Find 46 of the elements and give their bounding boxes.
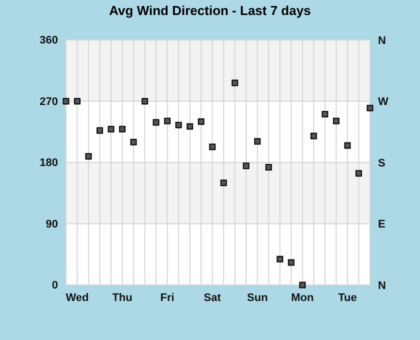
point [220, 180, 227, 186]
y-tick-label: 270 [40, 96, 58, 108]
point [232, 80, 238, 86]
x-tick-label: Wed [66, 292, 89, 304]
point [108, 126, 114, 132]
text: S [378, 157, 386, 170]
chart-title: Avg Wind Direction - Last 7 days [109, 3, 311, 18]
point [198, 118, 204, 125]
y-tick-label: 180 [40, 157, 58, 170]
x-tick-label: Thu [112, 292, 132, 304]
point [288, 259, 294, 266]
point [96, 127, 104, 134]
x-tick-label: Fri [160, 292, 174, 304]
point [209, 144, 216, 150]
point [164, 118, 171, 124]
x-tick-label: Sat [204, 292, 222, 304]
point [332, 118, 340, 124]
text: E [378, 218, 386, 231]
y-tick-label: 360 [40, 34, 58, 47]
point [142, 98, 148, 104]
point [62, 98, 70, 104]
point [344, 142, 351, 149]
point [299, 282, 306, 288]
point [242, 162, 250, 170]
point [130, 138, 137, 146]
point [310, 132, 317, 140]
x-tick-label: Mon [291, 292, 314, 304]
y-tick-label: 90 [46, 218, 58, 230]
point [366, 104, 374, 112]
point [265, 164, 272, 170]
point [74, 98, 80, 104]
point [356, 170, 362, 177]
text: W [378, 96, 389, 108]
y-tick-label: 0 [52, 280, 58, 292]
point [186, 123, 194, 130]
point [85, 153, 92, 160]
point [322, 110, 328, 118]
text: N [378, 34, 386, 47]
point [175, 122, 182, 128]
point [254, 138, 261, 145]
text: N [378, 280, 386, 292]
x-tick-label: Sun [247, 292, 268, 304]
x-tick-label: Tue [338, 292, 357, 304]
point [276, 256, 284, 262]
point [119, 126, 126, 132]
point [152, 119, 160, 126]
